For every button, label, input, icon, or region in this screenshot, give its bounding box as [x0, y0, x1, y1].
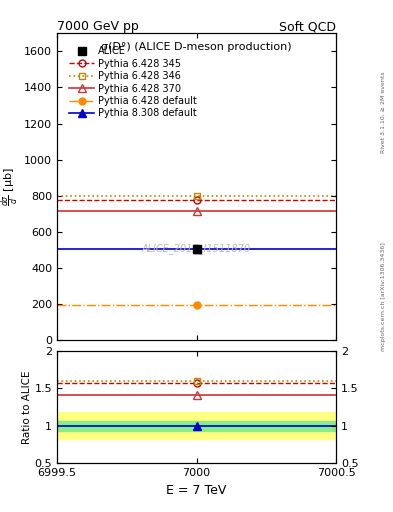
Text: mcplots.cern.ch [arXiv:1306.3436]: mcplots.cern.ch [arXiv:1306.3436] [381, 243, 386, 351]
Text: Rivet 3.1.10, ≥ 2M events: Rivet 3.1.10, ≥ 2M events [381, 72, 386, 154]
Text: σ(D°) (ALICE D-meson production): σ(D°) (ALICE D-meson production) [101, 42, 292, 53]
Text: ALICE_2017_I1511870: ALICE_2017_I1511870 [142, 243, 251, 254]
Bar [57, 420, 336, 431]
Y-axis label: $\frac{d\sigma}{d}$ [μb]: $\frac{d\sigma}{d}$ [μb] [0, 167, 21, 206]
X-axis label: E = 7 TeV: E = 7 TeV [166, 484, 227, 497]
Y-axis label: Ratio to ALICE: Ratio to ALICE [22, 370, 32, 444]
Bar [57, 412, 336, 439]
Text: 7000 GeV pp: 7000 GeV pp [57, 20, 139, 33]
Text: Soft QCD: Soft QCD [279, 20, 336, 33]
Legend: ALICE, Pythia 6.428 345, Pythia 6.428 346, Pythia 6.428 370, Pythia 6.428 defaul: ALICE, Pythia 6.428 345, Pythia 6.428 34… [68, 44, 198, 120]
